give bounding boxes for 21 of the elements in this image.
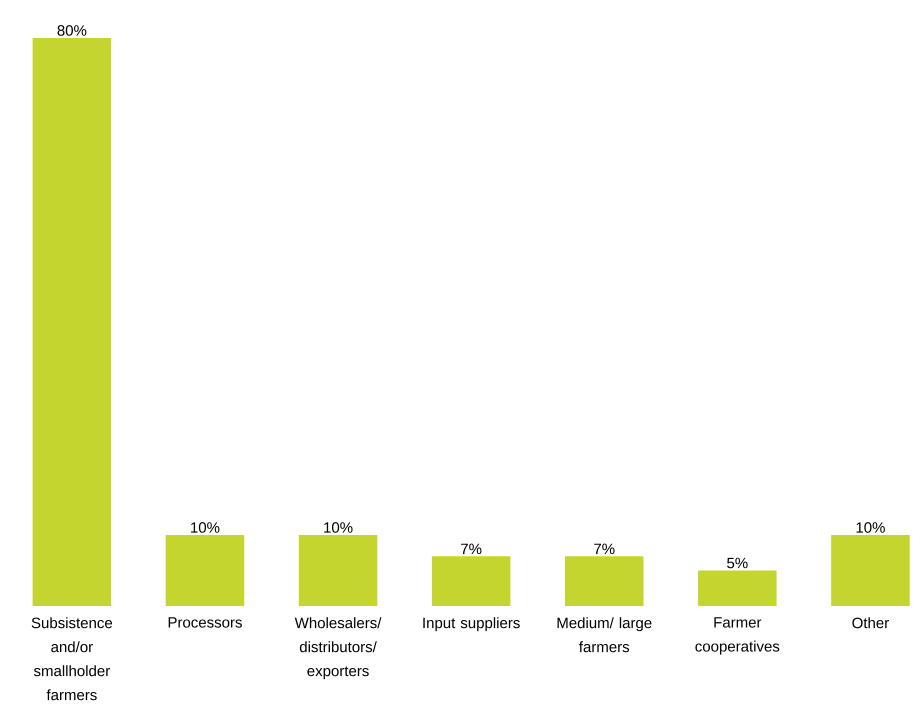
data-label: 7% bbox=[461, 544, 482, 554]
data-label: 7% bbox=[594, 544, 615, 554]
x-tick-label: Other bbox=[852, 617, 889, 628]
data-label: 5% bbox=[727, 558, 748, 568]
x-tick-label: Processors bbox=[168, 617, 242, 628]
data-label: 10% bbox=[856, 522, 885, 533]
x-tick-label: Medium/ large farmers bbox=[558, 617, 652, 652]
data-label: 10% bbox=[324, 522, 353, 533]
x-tick-label: Input suppliers bbox=[423, 617, 520, 632]
bar bbox=[298, 535, 378, 606]
x-tick-label: Subsistence and/or smallholder farmers bbox=[32, 617, 112, 700]
bar bbox=[32, 38, 112, 606]
bar bbox=[564, 556, 644, 606]
data-label: 10% bbox=[191, 522, 220, 533]
x-tick-label: Wholesalers/ distributors/ exporters bbox=[294, 617, 382, 680]
bar bbox=[432, 556, 510, 606]
bar bbox=[166, 535, 244, 606]
data-label: 80% bbox=[58, 25, 86, 36]
bar bbox=[831, 535, 910, 606]
x-tick-label: Farmer cooperatives bbox=[695, 617, 780, 655]
bar bbox=[698, 570, 777, 606]
